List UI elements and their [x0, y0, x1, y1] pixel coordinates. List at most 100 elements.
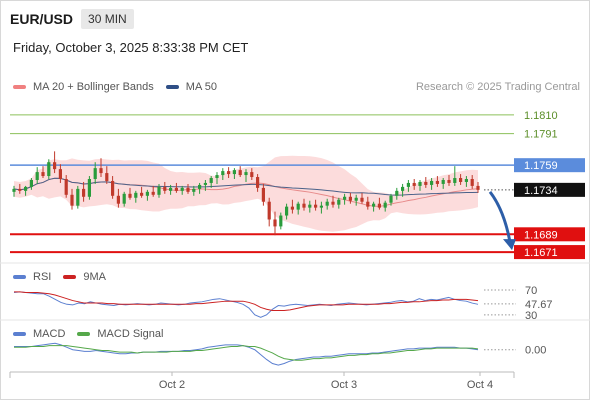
candle-body [116, 195, 120, 204]
candle-body [459, 178, 463, 182]
candle [221, 168, 225, 180]
candle [279, 212, 283, 230]
candle [227, 167, 231, 179]
candle [29, 178, 33, 190]
candle [360, 192, 364, 204]
symbol-label[interactable]: EUR/USD [10, 11, 74, 27]
candle [47, 159, 51, 179]
candle [41, 166, 45, 179]
candle-body [41, 172, 45, 177]
legend-label-bollinger: MA 20 + Bollinger Bands [33, 81, 154, 93]
legend-item-macd: MACD [13, 328, 65, 340]
candle [256, 174, 260, 192]
rsi-9ma-line [14, 291, 479, 312]
candle-body [366, 201, 370, 207]
candle-body [53, 162, 57, 170]
candle [314, 199, 318, 211]
candle-body [192, 188, 196, 192]
legend-item-macd-signal: MACD Signal [77, 328, 163, 340]
candle-body [331, 201, 335, 205]
candle [406, 179, 410, 192]
candle [273, 211, 277, 236]
candle [157, 183, 161, 198]
candle-body [105, 173, 109, 181]
candle-body [441, 179, 445, 184]
candle [430, 178, 434, 190]
rsi-swatch [13, 275, 26, 279]
x-tick-label: Oct 2 [159, 379, 185, 391]
level-label-support: 1.1689 [524, 229, 558, 241]
candle [169, 184, 173, 195]
candle [58, 164, 62, 183]
candle-body [122, 193, 126, 204]
candle [435, 176, 439, 187]
candle-body [435, 180, 439, 184]
macd-legend: MACD MACD Signal [13, 328, 175, 340]
ma50-line [13, 177, 479, 196]
candle-body [296, 203, 300, 210]
candle [261, 183, 265, 206]
candle [267, 197, 271, 227]
legend-label-ma50: MA 50 [185, 81, 217, 93]
candle [354, 194, 358, 206]
legend-label-macd: MACD [33, 328, 66, 340]
current-price-label: 1.1734 [524, 185, 558, 197]
candle-body [383, 202, 387, 208]
candle-body [343, 196, 347, 200]
candle [377, 197, 381, 210]
candle-body [35, 172, 39, 180]
candle [453, 166, 457, 186]
candle-body [134, 192, 138, 198]
legend-item-ma50: MA 50 [165, 81, 217, 93]
research-credit: Research © 2025 Trading Central [415, 81, 580, 93]
macd-swatch [13, 332, 26, 336]
candle [238, 166, 242, 178]
candle-body [157, 186, 161, 195]
candle-body [354, 197, 358, 201]
candle-body [447, 179, 451, 183]
candle [70, 188, 74, 210]
candle-body [337, 199, 341, 205]
candle [401, 183, 405, 197]
candle [140, 186, 144, 198]
level-label-resistance: 1.1810 [524, 110, 558, 122]
timeframe-badge[interactable]: 30 MIN [81, 9, 134, 29]
candle [366, 196, 370, 210]
candle [464, 176, 468, 187]
candle [105, 166, 109, 184]
candle [418, 179, 422, 191]
candle [441, 178, 445, 189]
candle [470, 175, 474, 189]
candle-body [279, 215, 283, 227]
candle-body [285, 206, 289, 216]
candle-body [64, 179, 68, 195]
candle [151, 185, 155, 197]
candle [308, 200, 312, 213]
candle-body [58, 169, 62, 179]
candle-body [29, 179, 33, 187]
candle [209, 176, 213, 188]
candle [87, 176, 91, 200]
candle [192, 185, 196, 196]
candle-body [145, 191, 149, 196]
candle [134, 190, 138, 203]
candle [53, 151, 57, 174]
candle [163, 181, 167, 194]
candle-body [325, 201, 329, 206]
candle-body [476, 185, 480, 190]
candle-body [372, 203, 376, 207]
legend-item-bollinger: MA 20 + Bollinger Bands [13, 81, 154, 93]
candle-body [406, 182, 410, 187]
candle [18, 183, 22, 194]
candle-body [464, 179, 468, 182]
legend-label-macd-signal: MACD Signal [97, 328, 164, 340]
level-tag-support [514, 227, 585, 242]
candle-body [111, 180, 115, 196]
candle-body [273, 219, 277, 227]
candle [476, 181, 480, 193]
macd-signal-swatch [77, 332, 91, 336]
candle-body [244, 172, 248, 176]
candle [383, 200, 387, 212]
candle-body [163, 186, 167, 191]
